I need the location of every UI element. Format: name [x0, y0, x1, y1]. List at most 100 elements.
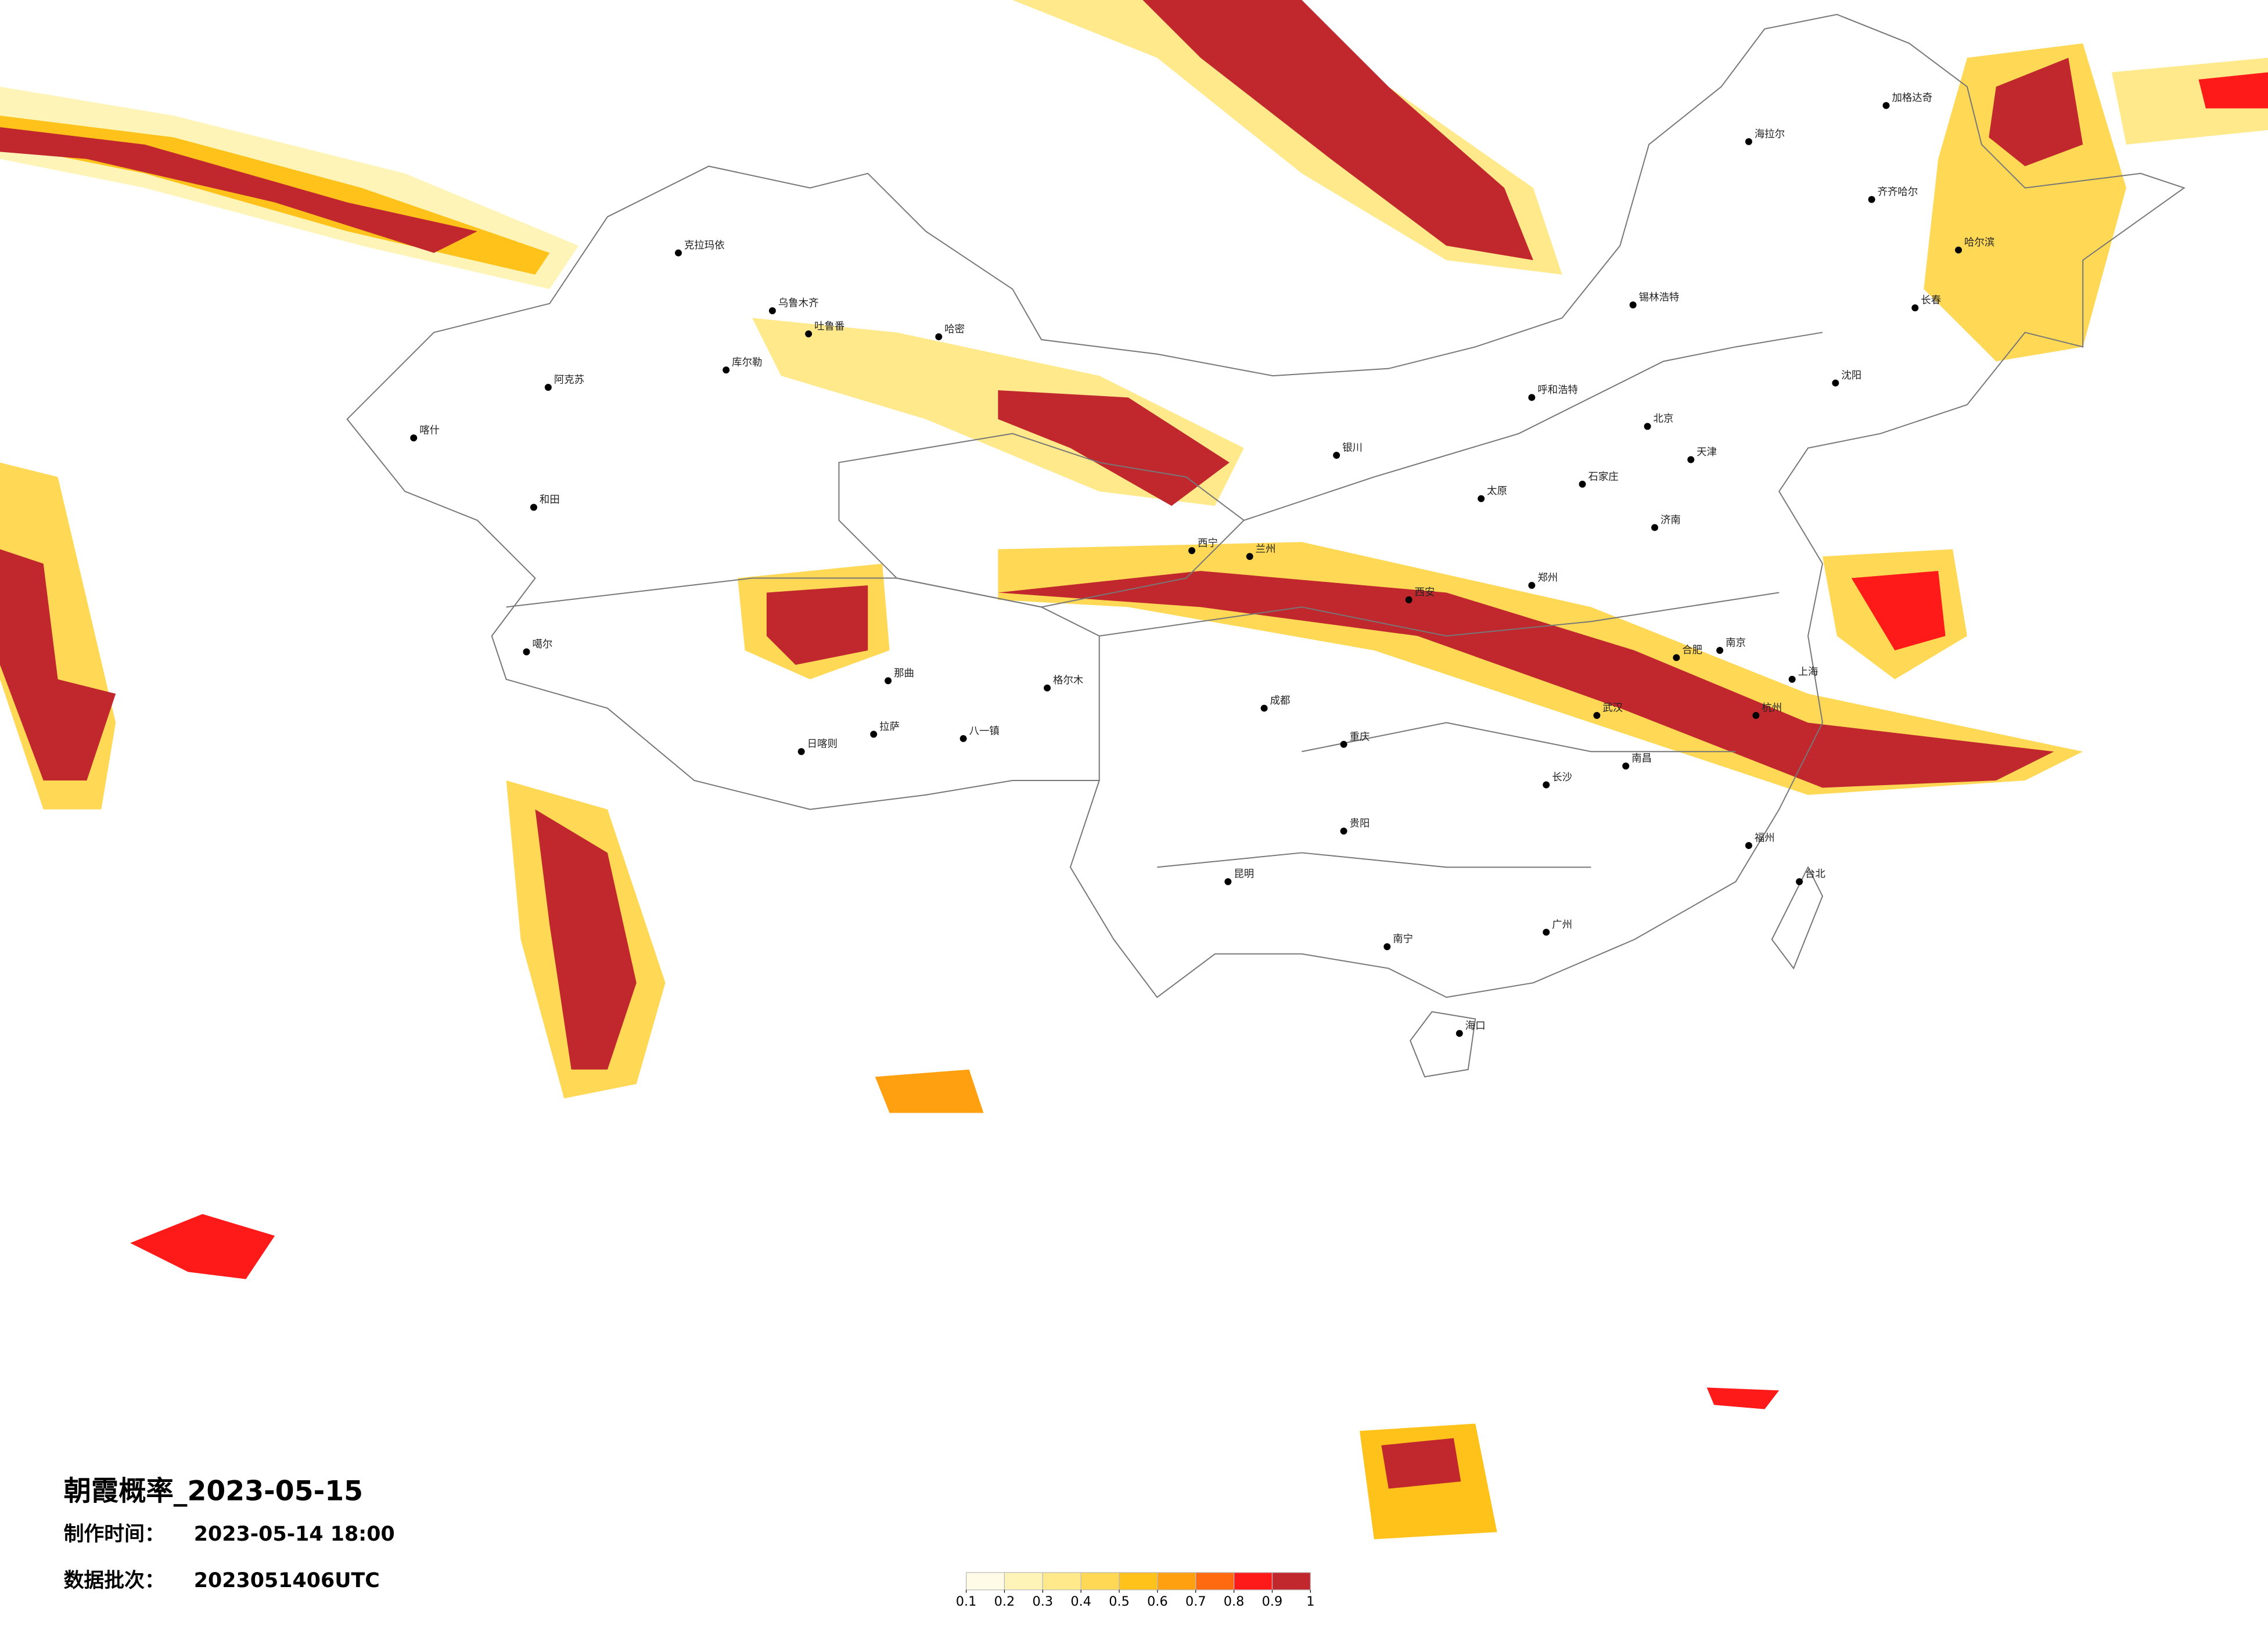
city-label: 锡林浩特	[1639, 292, 1680, 304]
probability-area	[1142, 0, 1533, 260]
colorbar-swatch	[965, 1572, 1005, 1591]
probability-area	[998, 390, 1230, 506]
probability-area	[766, 585, 868, 665]
colorbar-swatch	[1271, 1572, 1311, 1591]
city-label: 南宁	[1393, 934, 1413, 945]
city-dot	[1405, 596, 1412, 603]
colorbar-swatch	[1233, 1572, 1273, 1591]
city-dot	[1044, 684, 1051, 692]
colorbar-label: 0.7	[1185, 1594, 1206, 1609]
probability-area	[1989, 57, 2083, 167]
colorbar-swatch	[1080, 1572, 1120, 1591]
city-dot	[1340, 740, 1347, 748]
city-label: 西安	[1415, 587, 1435, 598]
city-dot	[1716, 647, 1724, 654]
taiwan	[1771, 866, 1824, 970]
city-label: 海拉尔	[1755, 128, 1785, 140]
city-dot	[1333, 452, 1340, 459]
city-label: 和田	[540, 494, 560, 506]
city-label: 北京	[1654, 413, 1674, 425]
province-boundary	[506, 577, 1100, 780]
province-boundary	[1302, 722, 1736, 753]
city-label: 阿克苏	[554, 375, 584, 386]
city-dot	[1882, 102, 1890, 109]
colorbar-label: 0.8	[1224, 1594, 1245, 1609]
colorbar-label: 0.5	[1109, 1594, 1130, 1609]
city-label: 合肥	[1682, 645, 1702, 656]
city-dot	[1383, 943, 1391, 951]
info-label: 数据批次：	[64, 1569, 165, 1592]
city-dot	[1622, 762, 1630, 770]
city-label: 福州	[1755, 833, 1775, 844]
city-dot	[723, 366, 730, 374]
province-boundary	[1243, 332, 1823, 521]
city-dot	[1579, 480, 1586, 488]
city-label: 上海	[1798, 666, 1818, 678]
city-dot	[1188, 547, 1196, 555]
city-label: 石家庄	[1588, 471, 1618, 483]
probability-area	[1706, 1387, 1780, 1409]
city-dot	[1260, 704, 1268, 712]
colorbar-label: 0.4	[1070, 1594, 1091, 1609]
city-label: 西宁	[1198, 538, 1218, 549]
city-dot	[870, 731, 878, 738]
city-dot	[1246, 553, 1253, 560]
colorbar-swatch	[1195, 1572, 1235, 1591]
city-dot	[805, 330, 813, 337]
china-outline	[346, 13, 2186, 998]
city-dot	[935, 333, 943, 340]
info-value: 2023-05-14 18:00	[194, 1523, 395, 1546]
probability-area	[998, 571, 2054, 788]
city-label: 吐鲁番	[814, 321, 844, 332]
city-label: 银川	[1342, 443, 1363, 454]
city-label: 喀什	[419, 425, 440, 437]
city-label: 加格达奇	[1892, 92, 1932, 104]
city-label: 贵阳	[1350, 818, 1370, 830]
city-dot	[1340, 828, 1347, 835]
probability-area	[0, 127, 477, 253]
city-label: 重庆	[1350, 731, 1370, 743]
city-dot	[1673, 654, 1680, 661]
map-title: 朝霞概率_2023-05-15	[64, 1475, 364, 1507]
colorbar-label: 0.6	[1147, 1594, 1168, 1609]
city-dot	[410, 434, 418, 442]
city-label: 格尔木	[1053, 675, 1083, 686]
city-label: 库尔勒	[732, 357, 762, 369]
city-label: 长春	[1921, 295, 1941, 307]
city-label: 克拉玛依	[684, 240, 725, 251]
city-dot	[544, 384, 552, 391]
city-dot	[1745, 138, 1752, 145]
city-dot	[1788, 675, 1796, 683]
city-dot	[675, 249, 682, 257]
city-dot	[530, 503, 537, 511]
city-label: 昆明	[1234, 869, 1254, 880]
probability-area	[875, 1069, 984, 1113]
city-dot	[1543, 929, 1550, 936]
city-label: 杭州	[1762, 703, 1782, 714]
city-label: 哈密	[944, 323, 965, 335]
colorbar-swatch	[1042, 1572, 1081, 1591]
city-label: 乌鲁木齐	[778, 298, 819, 310]
city-dot	[1752, 712, 1760, 719]
city-label: 沈阳	[1841, 370, 1861, 382]
city-dot	[1528, 394, 1536, 401]
province-boundary	[1157, 852, 1591, 868]
city-label: 兰州	[1256, 544, 1276, 555]
probability-area	[1381, 1438, 1461, 1489]
city-label: 噶尔	[532, 639, 552, 650]
city-label: 济南	[1660, 515, 1681, 526]
city-dot	[1543, 781, 1550, 789]
city-dot	[885, 677, 892, 685]
city-label: 南京	[1726, 638, 1746, 649]
city-dot	[1911, 304, 1919, 312]
city-dot	[959, 735, 967, 742]
colorbar-swatch	[1157, 1572, 1196, 1591]
city-dot	[1955, 246, 1963, 254]
probability-field	[0, 0, 2268, 1539]
city-dot	[523, 648, 530, 656]
city-label: 天津	[1696, 447, 1717, 458]
colorbar-label: 1	[1306, 1594, 1314, 1609]
